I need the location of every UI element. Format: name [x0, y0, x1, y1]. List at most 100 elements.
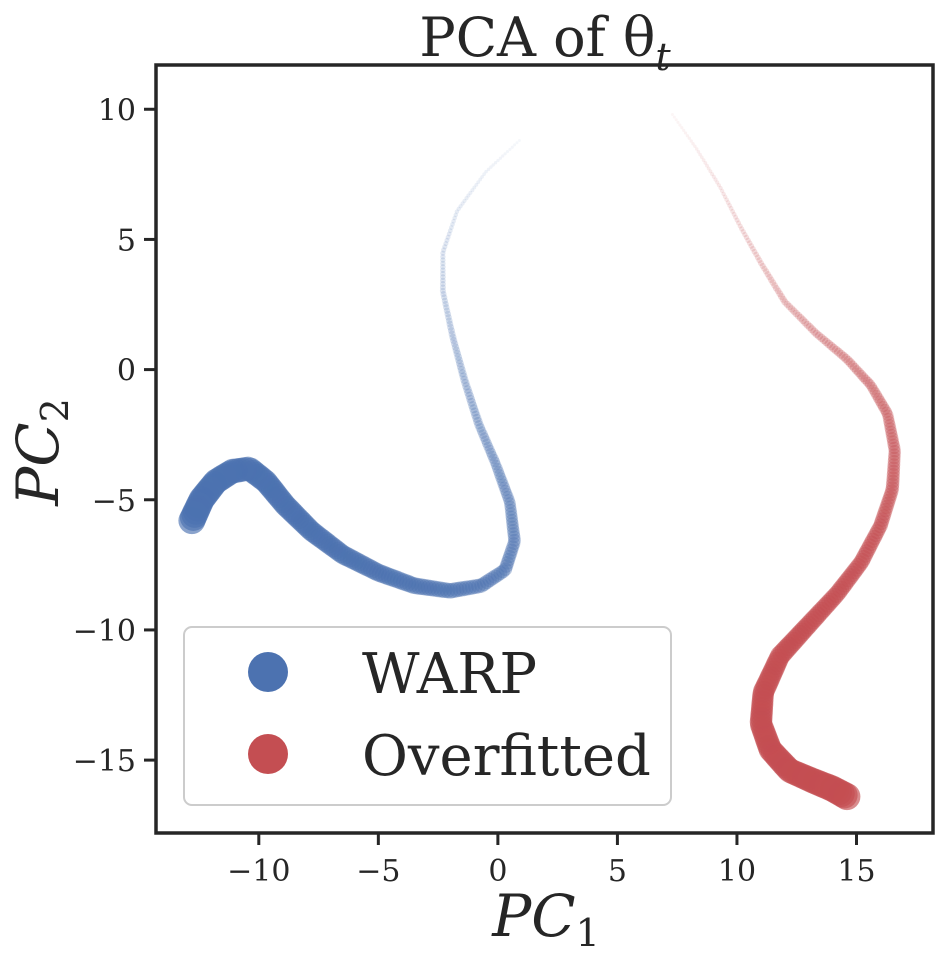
scatter-point-warp [404, 576, 422, 594]
scatter-point-overfitted [883, 487, 898, 502]
scatter-point-overfitted [713, 177, 718, 182]
scatter-point-warp [496, 475, 508, 487]
scatter-point-warp [365, 561, 385, 581]
scatter-point-warp [490, 567, 505, 582]
scatter-point-warp [476, 180, 481, 185]
scatter-point-warp [490, 459, 502, 471]
scatter-point-warp [443, 307, 451, 314]
scatter-point-overfitted [705, 163, 709, 168]
scatter-point-overfitted [869, 387, 881, 398]
scatter-point-warp [445, 234, 451, 240]
scatter-point-overfitted [819, 335, 829, 345]
scatter-point-overfitted [691, 142, 695, 146]
scatter-point-overfitted [785, 302, 794, 311]
y-axis-ticks: 10 5 0 −5 −10 −15 [73, 93, 156, 779]
scatter-point-warp [486, 167, 491, 172]
scatter-point-warp [467, 397, 477, 407]
x-tick-label: 10 [718, 854, 756, 889]
scatter-point-warp [485, 447, 497, 458]
scatter-point-warp [447, 323, 455, 331]
scatter-point-overfitted [829, 343, 839, 353]
scatter-point-warp [464, 196, 469, 201]
scatter-point-warp [470, 407, 480, 417]
x-tick-label: −5 [356, 854, 400, 889]
scatter-point-overfitted [810, 327, 819, 336]
scatter-point-warp [473, 416, 483, 427]
scatter-point-warp [504, 497, 516, 509]
scatter-point-overfitted [861, 538, 878, 554]
scatter-point-warp [460, 375, 469, 384]
scatter-point-warp [495, 472, 507, 484]
scatter-point-warp [485, 571, 500, 586]
y-tick-label: −15 [73, 744, 136, 779]
scatter-point-warp [457, 366, 466, 374]
scatter-point-overfitted [776, 290, 784, 298]
scatter-point-warp [445, 582, 462, 599]
scatter-point-overfitted [842, 568, 859, 585]
scatter-point-warp [483, 441, 494, 452]
scatter-point-warp [461, 378, 470, 388]
scatter-point-overfitted [745, 237, 751, 244]
scatter-point-overfitted [680, 126, 684, 130]
scatter-point-warp [455, 356, 463, 365]
scatter-point-warp [445, 314, 452, 321]
scatter-point-warp [458, 369, 467, 378]
scatter-point-warp [505, 507, 518, 520]
scatter-point-overfitted [706, 166, 711, 171]
scatter-point-warp [468, 579, 483, 594]
scatter-point-overfitted [722, 194, 728, 200]
scatter-point-overfitted [771, 282, 778, 289]
scatter-point-warp [462, 382, 471, 391]
scatter-point-warp [489, 165, 493, 169]
scatter-point-overfitted [886, 435, 900, 448]
scatter-point-overfitted [792, 309, 800, 318]
y-axis-label: PC2 [4, 398, 77, 507]
scatter-point-overfitted [736, 220, 742, 226]
scatter-point-warp [454, 353, 463, 361]
scatter-point-overfitted [843, 355, 853, 366]
scatter-point-warp [452, 346, 461, 355]
scatter-point-overfitted [701, 158, 706, 162]
scatter-point-overfitted [863, 535, 879, 551]
scatter-point-overfitted [888, 445, 901, 458]
scatter-point-overfitted [876, 509, 891, 524]
scatter-point-overfitted [886, 468, 900, 482]
scatter-point-warp [440, 267, 446, 274]
scatter-point-warp [411, 578, 428, 595]
scatter-point-warp [515, 141, 519, 145]
scatter-point-warp [488, 453, 499, 465]
scatter-point-warp [506, 523, 520, 537]
scatter-point-warp [444, 237, 450, 243]
scatter-point-overfitted [750, 245, 756, 252]
scatter-point-warp [374, 565, 393, 584]
scatter-point-warp [503, 152, 507, 156]
x-tick-label: 5 [608, 854, 627, 889]
scatter-point-warp [484, 169, 488, 174]
scatter-point-overfitted [821, 337, 831, 347]
scatter-point-warp [503, 494, 515, 506]
scatter-point-overfitted [864, 379, 876, 390]
scatter-point-overfitted [685, 134, 690, 138]
scatter-point-warp [449, 225, 454, 230]
scatter-point-overfitted [812, 601, 831, 620]
scatter-point-overfitted [687, 136, 691, 140]
scatter-point-overfitted [886, 432, 899, 445]
scatter-point-warp [454, 209, 460, 214]
scatter-point-warp [442, 300, 449, 308]
y-tick-label: 5 [117, 223, 136, 258]
scatter-point-warp [440, 274, 446, 280]
scatter-point-overfitted [873, 518, 888, 534]
scatter-point-overfitted [871, 389, 883, 401]
scatter-point-warp [498, 156, 503, 160]
scatter-point-warp [475, 423, 486, 433]
scatter-point-overfitted [887, 458, 901, 471]
scatter-point-warp [472, 413, 482, 424]
scatter-point-warp [395, 573, 414, 591]
scatter-point-warp [505, 150, 510, 154]
scatter-point-warp [386, 570, 405, 588]
scatter-point-warp [436, 582, 453, 599]
scatter-point-overfitted [874, 395, 886, 407]
scatter-point-warp [447, 228, 453, 234]
scatter-point-overfitted [862, 376, 873, 387]
